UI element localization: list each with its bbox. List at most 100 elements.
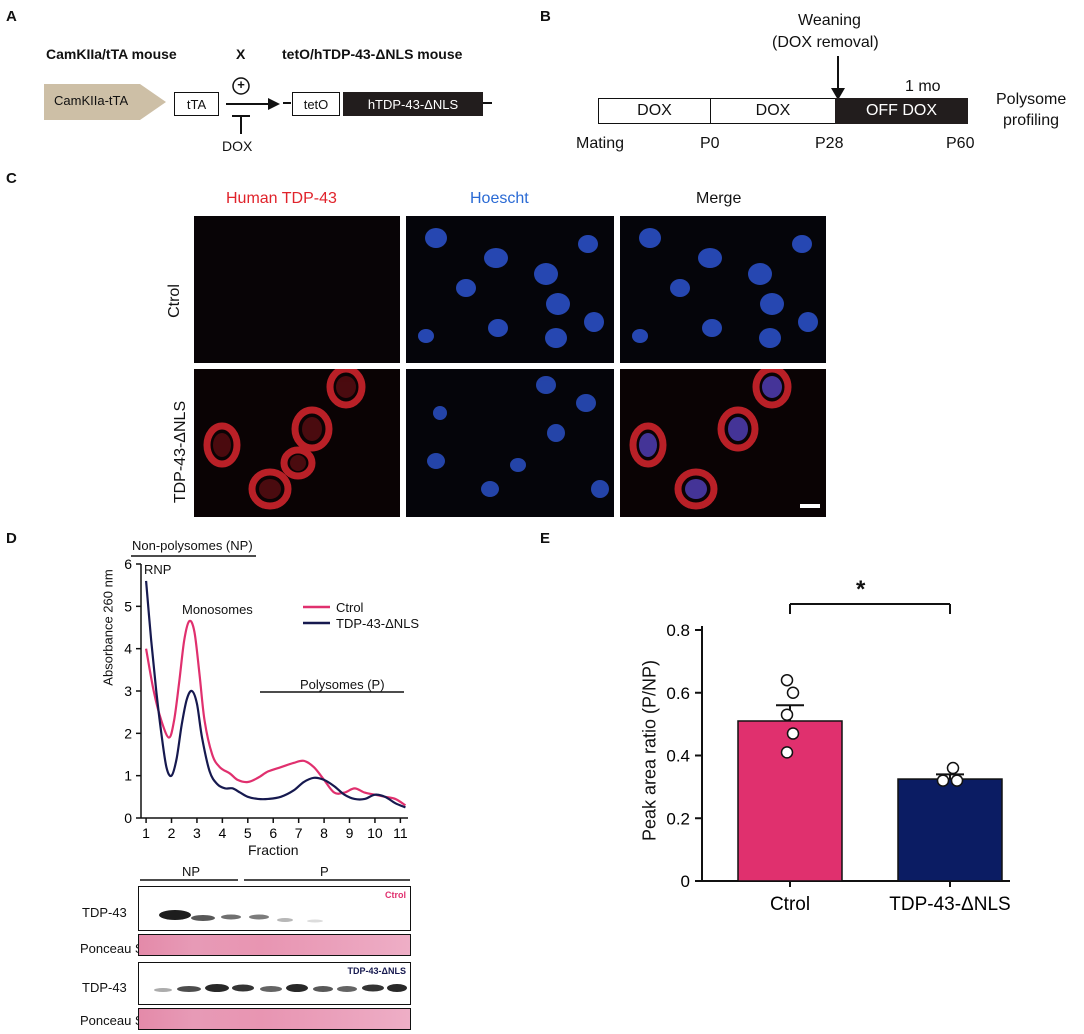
blot-tag-ctrl: Ctrol bbox=[385, 890, 406, 900]
seg3-label: OFF DOX bbox=[865, 102, 938, 119]
panel-label-d: D bbox=[6, 530, 17, 547]
tta-label: tTA bbox=[186, 96, 207, 112]
y-tick-label-e: 0.8 bbox=[666, 621, 690, 640]
blot-row-tdp43-2: TDP-43 bbox=[82, 980, 127, 995]
promoter-arrow bbox=[44, 84, 166, 120]
micro-ctrl-merge bbox=[620, 216, 826, 363]
data-point bbox=[780, 673, 794, 687]
ponceau-strip-tdp bbox=[138, 1008, 411, 1030]
weaning-arrowhead bbox=[831, 88, 845, 100]
y-tick-label-d: 1 bbox=[124, 768, 132, 784]
series-line-tdp bbox=[144, 580, 406, 809]
col-header-hoescht: Hoescht bbox=[470, 190, 529, 207]
dox-removal-label: (DOX removal) bbox=[772, 34, 879, 51]
cells-tdp-red bbox=[203, 369, 366, 510]
teto-label: tetO bbox=[303, 96, 329, 112]
y-tick-label-d: 4 bbox=[124, 641, 132, 657]
y-tick-label-e: 0 bbox=[681, 872, 690, 891]
mouse-line-2: tetO/hTDP-43-ΔNLS mouse bbox=[282, 46, 463, 62]
duration-label: 1 mo bbox=[905, 78, 941, 95]
timepoint-p28: P28 bbox=[815, 135, 844, 152]
weaning-label: Weaning bbox=[798, 12, 861, 29]
bar-ctrl bbox=[737, 720, 843, 882]
transgene-box: hTDP-43-ΔNLS bbox=[343, 92, 483, 116]
plus-circle bbox=[232, 77, 250, 95]
y-tick-label-d: 6 bbox=[124, 556, 132, 572]
panel-label-b: B bbox=[540, 8, 551, 25]
blot-row-ponceau-2: Ponceau S bbox=[80, 1013, 144, 1028]
x-tick-label-d: 4 bbox=[218, 825, 226, 841]
y-tick-label-e: 0.6 bbox=[666, 684, 690, 703]
blot-p-label: P bbox=[320, 864, 329, 879]
legend-ctrl-label: Ctrol bbox=[336, 600, 364, 615]
category-label: Ctrol bbox=[770, 894, 810, 915]
micro-ctrl-blue bbox=[406, 216, 614, 363]
blot-tag-tdp: TDP-43-ΔNLS bbox=[347, 966, 406, 976]
seg2-label: DOX bbox=[755, 102, 791, 119]
data-point bbox=[950, 774, 964, 787]
blot-np-label: NP bbox=[182, 864, 201, 879]
transgene-label: hTDP-43-ΔNLS bbox=[367, 96, 459, 112]
bracket-np-label: Non-polysomes (NP) bbox=[132, 538, 253, 553]
x-tick-label-d: 11 bbox=[393, 825, 408, 841]
cross-symbol: X bbox=[236, 46, 246, 62]
y-tick-label-e: 0.4 bbox=[666, 747, 690, 766]
western-blot-ctrl: Ctrol bbox=[138, 886, 411, 931]
panel-label-a: A bbox=[6, 8, 17, 25]
x-tick-label-d: 9 bbox=[346, 825, 354, 841]
tta-box: tTA bbox=[174, 92, 219, 116]
data-point bbox=[786, 727, 800, 740]
plus-label: + bbox=[237, 77, 245, 92]
y-tick-label-d: 2 bbox=[124, 725, 132, 741]
timepoint-mating: Mating bbox=[576, 135, 625, 152]
micro-tdp-blue bbox=[406, 369, 614, 517]
blot-bands-tdp bbox=[154, 984, 407, 992]
western-blot-tdp: TDP-43-ΔNLS bbox=[138, 962, 411, 1005]
category-label: TDP-43-ΔNLS bbox=[889, 894, 1010, 915]
polysome-label-2: profiling bbox=[1003, 112, 1060, 129]
construct-diagram bbox=[44, 77, 492, 134]
data-point bbox=[946, 761, 960, 775]
x-tick-label-d: 10 bbox=[367, 825, 383, 841]
significance-star: * bbox=[856, 576, 866, 603]
col-header-merge: Merge bbox=[696, 190, 742, 207]
rnp-label: RNP bbox=[144, 562, 172, 577]
timepoint-p60: P60 bbox=[946, 135, 975, 152]
seg1-label: DOX bbox=[637, 102, 672, 119]
blot-brackets bbox=[140, 879, 410, 881]
y-tick-label-d: 3 bbox=[124, 683, 132, 699]
panel-label-e: E bbox=[540, 530, 551, 547]
x-tick-label-d: 2 bbox=[168, 825, 176, 841]
legend-tdp-label: TDP-43-ΔNLS bbox=[336, 616, 420, 631]
data-point bbox=[786, 686, 800, 699]
y-tick-label-d: 0 bbox=[124, 810, 132, 826]
x-tick-label-d: 7 bbox=[295, 825, 303, 841]
y-tick-label-d: 5 bbox=[124, 598, 132, 614]
x-tick-label-d: 6 bbox=[269, 825, 277, 841]
polysomes-label: Polysomes (P) bbox=[300, 677, 385, 692]
panel-label-c: C bbox=[6, 170, 17, 187]
dox-label-a: DOX bbox=[222, 138, 253, 154]
nuclei-tdp-blue bbox=[427, 376, 609, 498]
y-tick-label-e: 0.2 bbox=[666, 809, 690, 828]
fraction-xlabel: Fraction bbox=[248, 842, 299, 858]
series-line-ctrl bbox=[145, 619, 407, 807]
data-point bbox=[936, 774, 950, 787]
nuclei-ctrl-merge bbox=[632, 228, 818, 348]
blot-bands-ctrl bbox=[159, 910, 323, 923]
teto-box: tetO bbox=[292, 92, 340, 116]
x-tick-label-d: 3 bbox=[193, 825, 201, 841]
micro-tdp-merge bbox=[620, 369, 826, 517]
blot-row-ponceau-1: Ponceau S bbox=[80, 941, 144, 956]
blot-row-tdp43-1: TDP-43 bbox=[82, 905, 127, 920]
timeline-seg-off-dox: OFF DOX bbox=[835, 98, 968, 124]
cells-tdp-merge bbox=[629, 369, 820, 510]
micro-ctrl-red bbox=[194, 216, 400, 363]
micro-tdp-red bbox=[194, 369, 400, 517]
nuclei-ctrl-blue bbox=[418, 228, 604, 348]
promoter-label: CamKIIa-tTA bbox=[54, 93, 129, 108]
mouse-line-1: CamKIIa/tTA mouse bbox=[46, 46, 177, 62]
polysome-label-1: Polysome bbox=[996, 91, 1067, 108]
scale-bar bbox=[800, 504, 820, 508]
